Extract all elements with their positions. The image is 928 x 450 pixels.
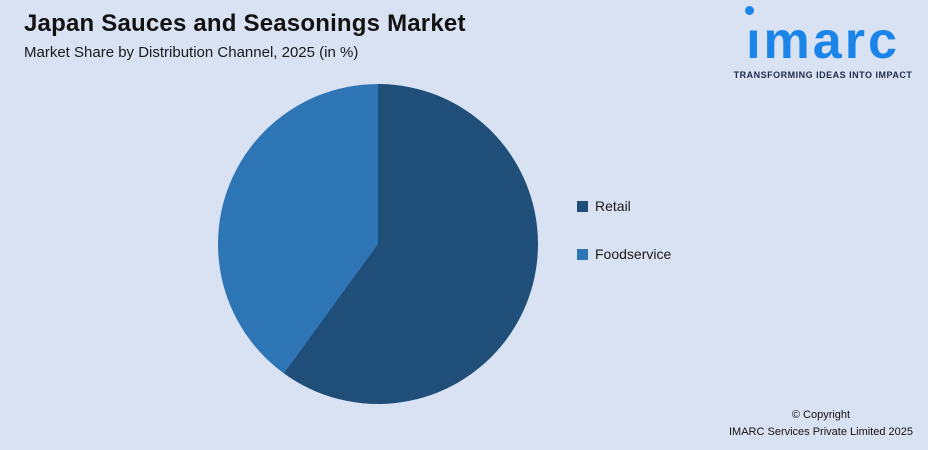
- foodservice-swatch-icon: [577, 248, 588, 260]
- pie-chart: [218, 84, 538, 404]
- legend-label-foodservice: Foodservice: [595, 246, 672, 262]
- copyright-line-2: IMARC Services Private Limited 2025: [728, 425, 913, 438]
- logo-tagline: TRANSFORMING IDEAS INTO IMPACT: [733, 70, 913, 80]
- copyright-line-1: © Copyright: [791, 408, 851, 421]
- legend-label-retail: Retail: [595, 198, 631, 214]
- logo-dot-icon: [745, 6, 754, 15]
- page-title: Japan Sauces and Seasonings Market: [24, 10, 466, 37]
- copyright-notice: © Copyright IMARC Services Private Limit…: [729, 407, 913, 441]
- retail-swatch-icon: [577, 200, 588, 212]
- logo-wordmark: ımarc: [746, 12, 900, 70]
- legend-item-foodservice: Foodservice: [577, 246, 671, 262]
- legend-item-retail: Retail: [577, 198, 671, 214]
- chart-subtitle: Market Share by Distribution Channel, 20…: [24, 44, 359, 61]
- imarc-logo: ımarc TRANSFORMING IDEAS INTO IMPACT: [728, 6, 918, 80]
- chart-legend: Retail Foodservice: [577, 198, 671, 262]
